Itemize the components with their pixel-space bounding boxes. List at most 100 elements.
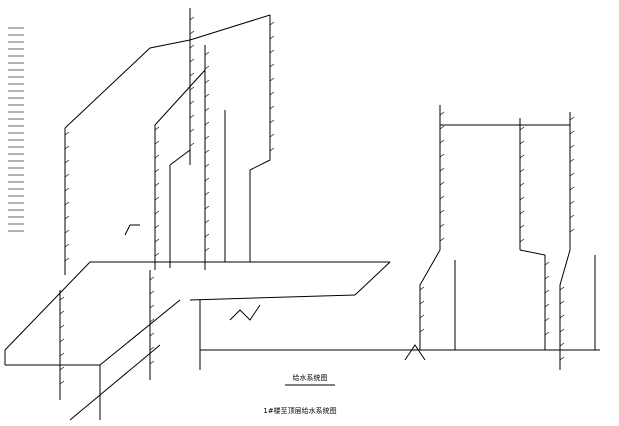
fixture-branch [154, 126, 160, 132]
fixture-branch [204, 79, 210, 85]
fixture-branch [204, 93, 210, 99]
fixture-branch [149, 290, 155, 296]
fixture-branch [544, 261, 550, 267]
fixture-branch [189, 44, 195, 50]
pipe [169, 90, 191, 166]
pipe [519, 249, 546, 350]
fixture-branch [569, 228, 575, 234]
fixture-branch [204, 205, 210, 211]
fixture-branch [269, 21, 275, 27]
fixture-branch [154, 168, 160, 174]
fixture-branch [569, 158, 575, 164]
fixture-branch [269, 119, 275, 125]
pipe [249, 159, 271, 171]
fixture-branch [544, 331, 550, 337]
fixture-branch [59, 380, 65, 386]
fixture-branch [64, 215, 70, 221]
fixture-branch [204, 107, 210, 113]
pipe [124, 224, 140, 236]
fixture-branch [154, 252, 160, 258]
fixture-branch [189, 100, 195, 106]
fixture-branch [519, 182, 525, 188]
fixture-branch [269, 133, 275, 139]
fixture-branch [559, 314, 565, 320]
fixture-branch [64, 243, 70, 249]
fixture-branch [439, 209, 445, 215]
fixture-branch [204, 219, 210, 225]
fixture-branch [204, 163, 210, 169]
pipe [559, 249, 571, 370]
fixture-branch [204, 247, 210, 253]
pipe [354, 261, 391, 296]
fixture-branch [59, 366, 65, 372]
fixture-branch [269, 63, 275, 69]
diagram-subtitle: 1#楼至顶层给水系统图 [263, 406, 336, 415]
fixture-branch [569, 186, 575, 192]
pipe [229, 304, 261, 321]
pipe [69, 344, 161, 421]
fixture-branch [544, 289, 550, 295]
fixture-branch [519, 154, 525, 160]
fixture-branch [59, 338, 65, 344]
fixture-branch [59, 296, 65, 302]
fixture-branch [419, 314, 425, 320]
fixture-branch [559, 300, 565, 306]
fixture-branch [439, 237, 445, 243]
fixture-branch [154, 140, 160, 146]
pipe [419, 249, 441, 350]
pipes [4, 8, 600, 421]
fixture-branch [189, 114, 195, 120]
fixture-branch [204, 149, 210, 155]
fixture-branch [419, 328, 425, 334]
fixture-branch [439, 223, 445, 229]
fixture-branch [149, 346, 155, 352]
fixture-branch [204, 177, 210, 183]
fixture-branch [64, 173, 70, 179]
fixture-branch [64, 187, 70, 193]
diagram-title: 给水系统图 [293, 373, 328, 382]
fixture-branch [439, 153, 445, 159]
fixture-branch [154, 224, 160, 230]
fixture-branch [439, 125, 445, 131]
fixture-branch [439, 195, 445, 201]
fixture-branch [519, 224, 525, 230]
fixture-branch [64, 201, 70, 207]
fixture-branch [569, 200, 575, 206]
fixture-branch [519, 140, 525, 146]
fixture-branch [149, 360, 155, 366]
fixture-branch [59, 324, 65, 330]
fixture-branch [204, 121, 210, 127]
fixture-branch [519, 126, 525, 132]
fixture-branch [59, 352, 65, 358]
fixture-branch [559, 286, 565, 292]
fixture-branch [64, 257, 70, 263]
fixture-branch [189, 58, 195, 64]
fixture-branch [64, 145, 70, 151]
fixture-branch [154, 196, 160, 202]
fixture-branch [149, 332, 155, 338]
fixture-branch [269, 35, 275, 41]
fixture-branch [189, 16, 195, 22]
fixture-branch [154, 238, 160, 244]
fixture-branch [419, 286, 425, 292]
fixture-branch [64, 159, 70, 165]
fixture-branch [569, 116, 575, 122]
pipe [4, 261, 100, 351]
fixture-branch [189, 72, 195, 78]
fixture-branch [569, 172, 575, 178]
fixture-branch [439, 111, 445, 117]
fixture-branch [559, 356, 565, 362]
fixture-branch [439, 139, 445, 145]
fixture-branch [269, 77, 275, 83]
fixture-branch [204, 233, 210, 239]
fixture-branch [569, 130, 575, 136]
fixture-branch [269, 147, 275, 153]
fixture-branch [519, 238, 525, 244]
fixture-branch [569, 144, 575, 150]
fixture-branch [149, 304, 155, 310]
fixture-branch [269, 49, 275, 55]
fixture-branch [154, 182, 160, 188]
